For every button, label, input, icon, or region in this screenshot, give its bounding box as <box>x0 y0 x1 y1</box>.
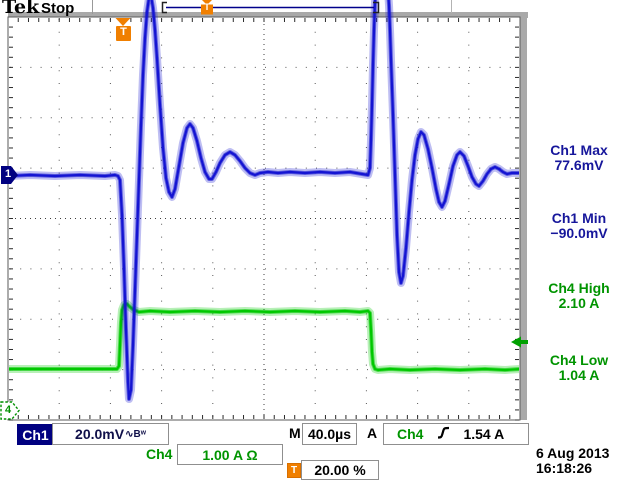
ch1-reference-marker <box>1 166 18 184</box>
ch4-reference-marker <box>0 401 20 420</box>
measurement-value: 77.6mV <box>554 157 604 173</box>
record-trigger-position-icon <box>202 0 212 5</box>
tek-logo: Tek <box>2 0 40 18</box>
horizontal-position-t-icon: T <box>287 463 301 478</box>
trigger-level-value: 1.54 A <box>463 426 505 442</box>
trigger-level-arrow-icon <box>511 336 528 348</box>
ch1-scale-value: 20.0mV <box>75 426 125 442</box>
trigger-time-marker-icon <box>115 18 131 26</box>
trigger-system-a-label: A <box>367 425 378 441</box>
ch1-coupling-bandwidth-icon: ∿Bʷ <box>125 428 146 440</box>
measurement-ch4-low: Ch4 Low 1.04 A <box>518 353 640 383</box>
ch1-channel-badge: Ch1 <box>17 424 54 445</box>
horizontal-position-readout: 20.00 % <box>301 460 379 480</box>
timebase-m-label: M <box>289 425 301 441</box>
measurement-value: 2.10 A <box>558 295 600 311</box>
trace-ch1 <box>9 0 519 401</box>
graticule-top-bezel <box>8 12 528 18</box>
measurement-value: 1.04 A <box>558 367 600 383</box>
date-readout: 6 Aug 2013 <box>536 445 610 461</box>
timebase-readout: 40.0µs <box>302 423 357 445</box>
trigger-time-t-label: T <box>120 26 127 38</box>
measurement-label: Ch4 High <box>548 280 610 296</box>
graticule-grid <box>9 18 519 421</box>
measurement-label: Ch4 Low <box>549 352 609 368</box>
ch4-channel-label: Ch4 <box>146 446 173 462</box>
trace-ch4 <box>9 302 519 372</box>
measurement-ch4-high: Ch4 High 2.10 A <box>518 281 640 311</box>
measurement-label: Ch1 Max <box>550 142 608 158</box>
graticule-right-bezel <box>520 12 527 420</box>
measurement-value: −90.0mV <box>550 225 608 241</box>
measurement-ch1-max: Ch1 Max 77.6mV <box>518 143 640 173</box>
waveform-traces <box>9 0 519 403</box>
record-view-right-bracket <box>373 1 380 14</box>
ch1-marker-label: 1 <box>4 168 12 180</box>
measurement-ch1-min: Ch1 Min −90.0mV <box>518 211 640 241</box>
time-readout: 16:18:26 <box>536 460 593 476</box>
ch1-scale-readout: 20.0mV ∿Bʷ <box>52 423 169 445</box>
trigger-time-marker-box <box>116 26 131 41</box>
record-trigger-position-box <box>201 4 213 15</box>
record-view-left-bracket <box>161 1 167 14</box>
rising-edge-icon <box>437 426 450 443</box>
record-trigger-t-label: T <box>204 2 210 12</box>
trigger-readout: Ch4 1.54 A <box>383 423 529 445</box>
ch4-scale-readout: 1.00 A Ω <box>177 444 283 465</box>
acquisition-status: Stop <box>41 0 75 17</box>
trigger-source-channel: Ch4 <box>397 426 424 442</box>
measurement-label: Ch1 Min <box>551 210 607 226</box>
ch4-marker-label: 4 <box>4 404 12 416</box>
